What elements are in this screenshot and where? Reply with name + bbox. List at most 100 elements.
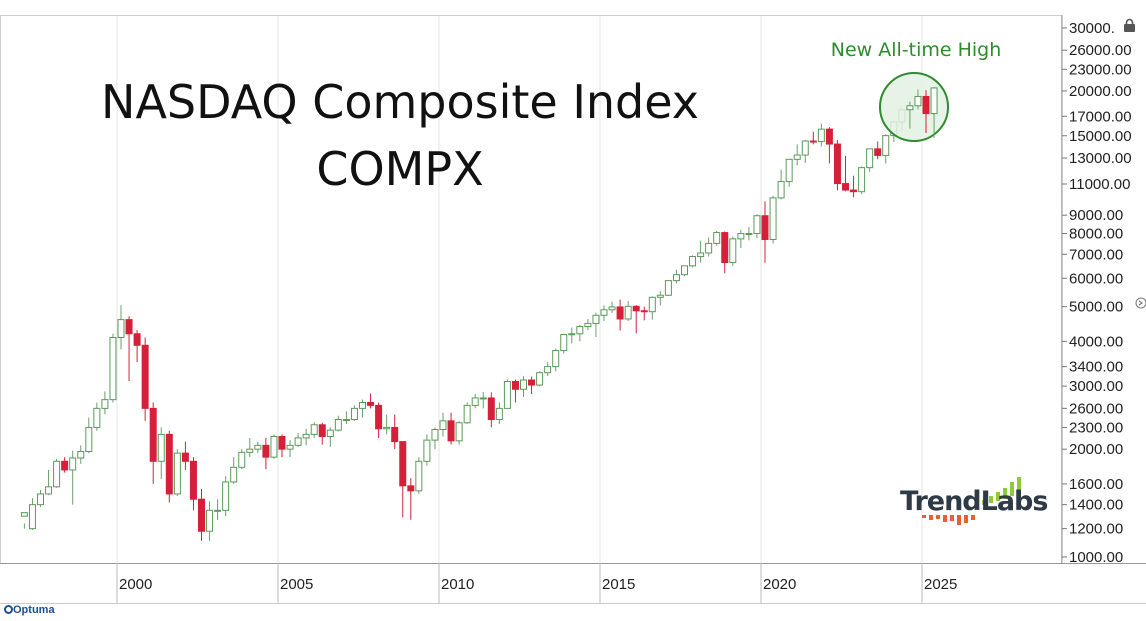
- candle-body: [383, 426, 391, 430]
- y-tick-label: 1000.00: [1069, 549, 1123, 566]
- x-tick-label: 2020: [763, 576, 796, 593]
- candle-body: [930, 87, 938, 115]
- candle-body: [552, 350, 560, 368]
- candle-body: [61, 460, 69, 471]
- candle-body: [922, 95, 930, 115]
- candle-body: [222, 481, 230, 511]
- candle-body: [359, 401, 366, 409]
- candle-body: [246, 448, 254, 453]
- logo-bars-up: [975, 477, 1021, 507]
- candle-body: [729, 238, 737, 264]
- candle-body: [705, 242, 713, 254]
- candle-body: [69, 457, 77, 471]
- candle-body: [254, 444, 262, 450]
- y-tick-label: 26000.00: [1069, 42, 1132, 59]
- candle-body: [133, 333, 141, 346]
- y-tick-label: 1200.00: [1069, 521, 1123, 538]
- y-tick-label: 5000.00: [1069, 299, 1123, 316]
- candle-body: [833, 143, 841, 185]
- candle-body: [906, 105, 914, 111]
- candle-body: [141, 344, 149, 409]
- candle-body: [431, 428, 439, 441]
- candle-body: [785, 158, 793, 183]
- candle-body: [342, 419, 350, 422]
- logo-bar-down: [957, 515, 961, 525]
- candle-body: [350, 407, 358, 421]
- candle-body: [326, 429, 334, 437]
- x-tick-label: 2010: [441, 576, 474, 593]
- logo-bars-down: [922, 515, 975, 525]
- candle-body: [149, 407, 157, 462]
- candle-body: [20, 512, 28, 517]
- lock-icon[interactable]: [1124, 18, 1135, 33]
- candle-body: [850, 189, 858, 193]
- logo-bar-down: [943, 515, 947, 522]
- candle-body: [777, 181, 785, 199]
- optuma-footer: Optuma: [4, 604, 55, 616]
- candle-body: [616, 306, 624, 320]
- x-tick-label: 2025: [924, 576, 957, 593]
- candle-body: [262, 444, 270, 458]
- y-tick-label: 3000.00: [1069, 378, 1123, 395]
- logo-bar-up: [1010, 482, 1014, 496]
- candle-body: [713, 232, 721, 244]
- candle-body: [568, 333, 576, 336]
- candle-body: [399, 441, 407, 487]
- y-tick-label: 17000.00: [1069, 108, 1132, 125]
- brand-text: TrendLabs: [900, 486, 1047, 517]
- candle-body: [576, 326, 584, 335]
- y-tick-label: 3400.00: [1069, 359, 1123, 376]
- candle-body: [367, 401, 375, 406]
- candle-body: [37, 493, 44, 506]
- candle-body: [769, 197, 777, 240]
- candle-body: [479, 397, 487, 400]
- candle-body: [230, 466, 238, 483]
- candle-body: [721, 232, 729, 264]
- candle-body: [198, 498, 205, 532]
- axis-expand-icon[interactable]: [1135, 297, 1146, 309]
- chart-title-line1: NASDAQ Composite Index: [101, 75, 699, 129]
- candle-body: [117, 319, 125, 339]
- highlight-candles: [906, 87, 938, 138]
- x-tick-label: 2015: [602, 576, 635, 593]
- optuma-icon: [4, 605, 13, 614]
- candle-body: [817, 128, 825, 143]
- candle-body: [697, 252, 705, 258]
- logo-bar-down: [971, 515, 975, 520]
- candle-body: [109, 337, 117, 401]
- candle-body: [189, 460, 197, 500]
- candle-body: [439, 420, 447, 430]
- candle-body: [310, 424, 318, 435]
- candle-body: [238, 451, 246, 468]
- candle-body: [866, 148, 874, 169]
- y-tick-label: 2000.00: [1069, 441, 1123, 458]
- candle-body: [592, 314, 600, 324]
- candle-body: [874, 148, 882, 156]
- logo-bar-up: [982, 500, 986, 505]
- logo-bar-down: [964, 515, 968, 523]
- candle-body: [463, 404, 471, 424]
- y-tick-label: 11000.00: [1069, 176, 1130, 193]
- candle-body: [503, 381, 511, 409]
- candle-body: [270, 435, 278, 458]
- candle-body: [825, 128, 833, 145]
- candle-body: [761, 215, 769, 240]
- y-tick-label: 23000.00: [1069, 61, 1132, 78]
- candle-body: [681, 265, 688, 276]
- candle-body: [214, 509, 222, 512]
- candle-body: [318, 424, 326, 437]
- candle-body: [278, 435, 286, 450]
- highlight-circle: [879, 72, 949, 142]
- chart-title-line2: COMPX: [316, 142, 483, 196]
- y-tick-label: 4000.00: [1069, 333, 1123, 350]
- candle-body: [689, 256, 697, 267]
- logo-bar-down: [950, 515, 954, 521]
- candle-body: [648, 296, 656, 313]
- candlestick-series: [20, 107, 906, 541]
- candle-body: [294, 437, 302, 446]
- candle-body: [624, 305, 632, 320]
- optuma-label: Optuma: [13, 604, 55, 616]
- candle-body: [455, 422, 463, 442]
- candle-body: [165, 433, 173, 495]
- x-gridlines: [116, 15, 923, 603]
